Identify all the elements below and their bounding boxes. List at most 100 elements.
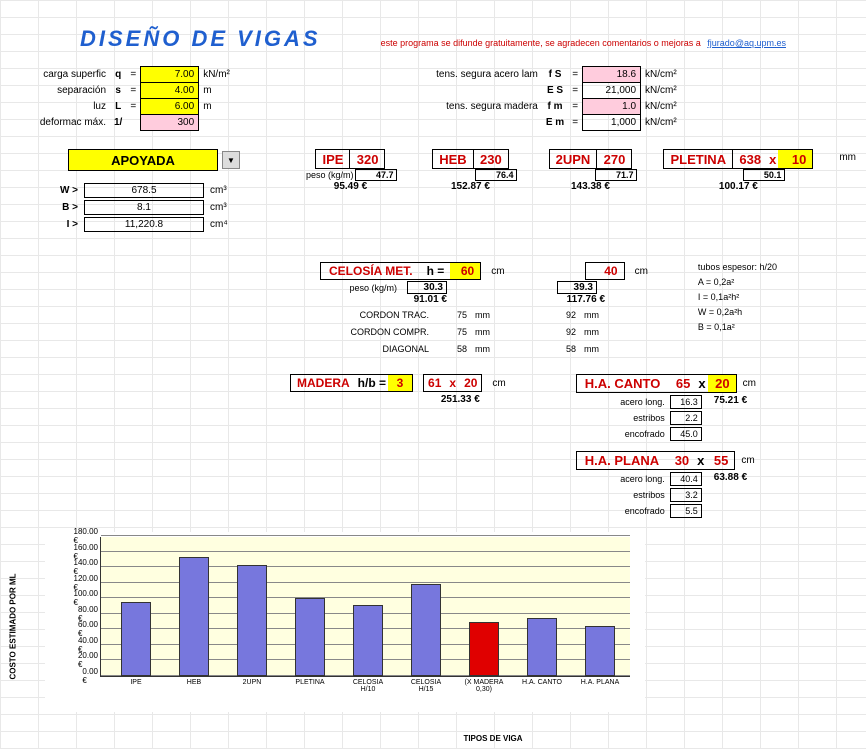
x-tick: IPE xyxy=(113,676,159,686)
lab: estribos xyxy=(578,411,668,425)
lab: CORDON COMPR. xyxy=(322,324,432,339)
e: = xyxy=(126,99,140,115)
bar-celosia-h-15 xyxy=(411,584,441,676)
u: cm³ xyxy=(206,200,232,215)
v: 320 xyxy=(350,150,384,168)
bar-celosia-h-10 xyxy=(353,605,383,676)
y-tick: 100.00 € xyxy=(74,589,101,607)
s: L xyxy=(110,99,126,115)
hl: h/b = xyxy=(356,375,388,391)
support-dropdown[interactable]: APOYADA xyxy=(68,149,218,171)
t: MADERA xyxy=(291,375,356,391)
u: cm xyxy=(491,266,504,277)
lab: encofrado xyxy=(578,427,668,441)
t: H.A. CANTO xyxy=(577,375,669,392)
celosia-notes: tubos espesor: h/20A = 0,2a²I = 0,1a²h²W… xyxy=(698,262,777,358)
note: tubos espesor: h/20 xyxy=(698,262,777,277)
y-tick: 20.00 € xyxy=(78,651,101,669)
b: 20 xyxy=(460,375,481,391)
bar-madera-0-30- xyxy=(469,622,499,676)
x-tick: PLETINA xyxy=(287,676,333,686)
y-tick: 0.00 € xyxy=(82,667,101,685)
l: separación xyxy=(20,83,110,99)
e: = xyxy=(568,115,582,131)
hl: h = xyxy=(421,263,451,279)
em-val: 1,000 xyxy=(583,115,641,131)
h1[interactable]: 60 xyxy=(450,263,480,279)
x-tick: HEB xyxy=(171,676,217,686)
fs-input[interactable]: 18.6 xyxy=(583,67,641,83)
u: kN/cm² xyxy=(641,67,681,83)
u: m xyxy=(199,99,234,115)
u xyxy=(199,115,234,131)
x-tick: H.A. CANTO xyxy=(519,676,565,686)
t: CELOSÍA MET. xyxy=(321,263,421,279)
a: 30 xyxy=(667,452,695,469)
x: x xyxy=(767,151,778,168)
cost: 95.49 € xyxy=(334,181,367,192)
bar-pletina xyxy=(295,598,325,676)
lab: CORDON TRAC. xyxy=(322,307,432,322)
s: f S xyxy=(542,67,568,83)
v2: 92 xyxy=(495,307,579,322)
L-input[interactable]: 6.00 xyxy=(141,99,199,115)
p2: 39.3 xyxy=(557,281,597,294)
v: 270 xyxy=(597,150,631,168)
lab: encofrado xyxy=(578,504,668,518)
b-sym: B > xyxy=(42,200,82,215)
peso: 50.1 xyxy=(743,169,785,181)
s-input[interactable]: 4.00 xyxy=(141,83,199,99)
unit: mm xyxy=(839,149,856,192)
hv[interactable]: 3 xyxy=(388,375,412,391)
b[interactable]: 10 xyxy=(778,150,812,168)
x-axis-title: TIPOS DE VIGA xyxy=(130,734,856,743)
cost: 152.87 € xyxy=(451,181,490,192)
subtitle-text: este programa se difunde gratuitamente, … xyxy=(381,38,701,48)
u: kN/cm² xyxy=(641,115,681,131)
profile-heb: HEB230 76.4 152.87 € xyxy=(423,149,517,192)
l xyxy=(412,83,542,99)
fm-input[interactable]: 1.0 xyxy=(583,99,641,115)
v1: 75 xyxy=(434,307,470,322)
v2: 92 xyxy=(495,324,579,339)
chevron-down-icon[interactable]: ▼ xyxy=(222,151,240,169)
note: W = 0,2a²h xyxy=(698,307,777,322)
p1: 30.3 xyxy=(407,281,447,294)
inputs-right: tens. segura acero lam f S = 18.6 kN/cm²… xyxy=(412,66,681,131)
e: = xyxy=(568,99,582,115)
u: mm xyxy=(472,341,493,356)
v: 230 xyxy=(474,150,508,168)
x-tick: CELOSIA H/15 xyxy=(403,676,449,693)
ha-plana-details: acero long. 40.4estribos 3.2encofrado 5.… xyxy=(576,470,704,520)
email-link[interactable]: fjurado@aq.upm.es xyxy=(707,38,786,48)
a: 65 xyxy=(668,375,696,392)
y-axis-title: COSTO ESTIMADO POR ML xyxy=(9,573,18,679)
u: kN/m² xyxy=(199,67,234,83)
l xyxy=(412,115,542,131)
q-input[interactable]: 7.00 xyxy=(141,67,199,83)
h2: 40 xyxy=(585,262,625,280)
peso-label: peso (kg/m) xyxy=(303,170,355,180)
s: f m xyxy=(542,99,568,115)
lab: DIAGONAL xyxy=(322,341,432,356)
bar-2upn xyxy=(237,565,267,676)
lab: acero long. xyxy=(578,472,668,486)
def-input[interactable]: 300 xyxy=(141,115,199,131)
x: x xyxy=(445,375,460,391)
l: tens. segura acero lam xyxy=(412,67,542,83)
y-tick: 160.00 € xyxy=(74,543,101,561)
b[interactable]: 20 xyxy=(708,375,736,392)
note: A = 0,2a² xyxy=(698,277,777,292)
e: = xyxy=(126,83,140,99)
v: 5.5 xyxy=(670,504,702,518)
v: 16.3 xyxy=(670,395,702,409)
u: mm xyxy=(581,341,602,356)
hac-cost: 75.21 € xyxy=(714,395,747,443)
u: cm xyxy=(743,378,756,389)
y-tick: 40.00 € xyxy=(78,636,101,654)
inputs-left: carga superfic q = 7.00 kN/m² separación… xyxy=(20,66,234,131)
peso: 76.4 xyxy=(475,169,517,181)
v: 45.0 xyxy=(670,427,702,441)
bar-ipe xyxy=(121,602,151,676)
l: luz xyxy=(20,99,110,115)
